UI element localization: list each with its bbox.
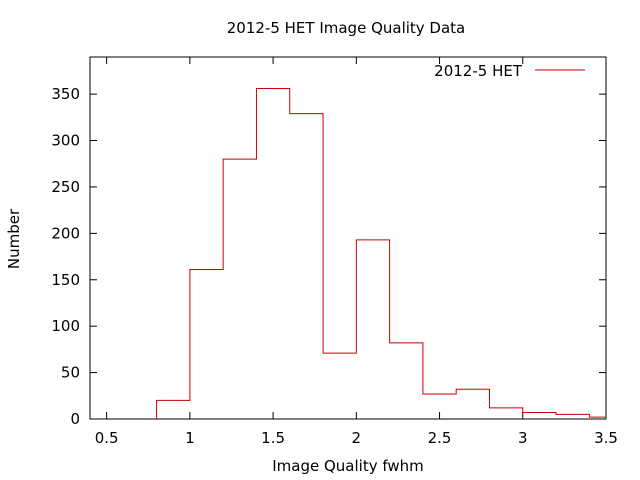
x-tick-label: 2.5 xyxy=(428,429,452,447)
x-tick-label: 0.5 xyxy=(95,429,119,447)
x-axis-label: Image Quality fwhm xyxy=(272,457,424,475)
series-step-line xyxy=(156,88,606,419)
y-tick-label: 50 xyxy=(61,364,80,382)
y-tick-label: 0 xyxy=(70,410,80,428)
x-tick-labels: 0.5 1 1.5 2 2.5 3 3.5 xyxy=(95,429,618,447)
x-tick-label: 3 xyxy=(518,429,528,447)
x-tick-label: 3.5 xyxy=(594,429,618,447)
y-tick-label: 250 xyxy=(51,178,80,196)
y-tick-label: 200 xyxy=(51,224,80,242)
x-tick-label: 2 xyxy=(352,429,362,447)
x-tick-label: 1 xyxy=(185,429,195,447)
y-tick-label: 100 xyxy=(51,317,80,335)
axis-ticks xyxy=(90,57,607,420)
y-tick-label: 300 xyxy=(51,132,80,150)
y-tick-label: 350 xyxy=(51,85,80,103)
x-tick-label: 1.5 xyxy=(261,429,285,447)
y-tick-label: 150 xyxy=(51,271,80,289)
y-axis-label: Number xyxy=(5,208,23,269)
y-tick-labels: 0 50 100 150 200 250 300 350 xyxy=(51,85,80,428)
chart-title: 2012-5 HET Image Quality Data xyxy=(227,19,466,37)
legend-label: 2012-5 HET xyxy=(434,62,523,80)
plot-area-frame xyxy=(89,56,607,420)
